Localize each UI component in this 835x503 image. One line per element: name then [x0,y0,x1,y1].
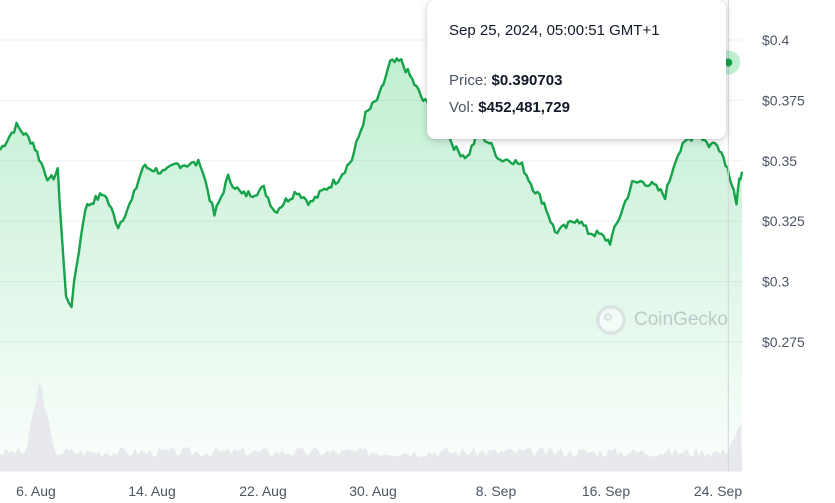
y-tick-label: $0.325 [762,213,805,229]
price-area-fill [0,58,742,472]
y-tick-label: $0.4 [762,32,789,48]
y-tick-label: $0.3 [762,274,789,290]
watermark-text: CoinGecko [634,309,728,330]
x-tick-label: 8. Sep [476,483,517,499]
coingecko-logo-icon [596,305,626,335]
x-tick-label: 30. Aug [349,483,397,499]
price-line [0,57,744,309]
price-line-path [0,57,744,309]
tooltip-vol-label: Vol: [449,99,475,116]
x-tick-label: 22. Aug [239,483,287,499]
volume-area [0,383,742,471]
y-tick-label: $0.375 [762,92,805,108]
hover-marker-dot [724,58,733,67]
tooltip-price-value: $0.390703 [491,72,563,89]
tooltip-price-row: Price: $0.390703 [449,67,704,94]
chart-tooltip: Sep 25, 2024, 05:00:51 GMT+1 Price: $0.3… [427,0,726,139]
y-axis: $0.4 $0.375 $0.35 $0.325 $0.3 $0.275 [762,32,805,350]
tooltip-vol-row: Vol: $452,481,729 [449,94,704,121]
y-tick-label: $0.275 [762,334,805,350]
y-tick-label: $0.35 [762,153,797,169]
coingecko-watermark: CoinGecko [594,302,728,338]
tooltip-vol-value: $452,481,729 [478,99,570,116]
x-tick-label: 16. Sep [582,483,630,499]
price-area [0,58,742,472]
x-tick-label: 6. Aug [16,483,56,499]
x-tick-label: 14. Aug [128,483,176,499]
tooltip-price-label: Price: [449,72,488,89]
x-tick-label: 24. Sep [694,483,742,499]
tooltip-date: Sep 25, 2024, 05:00:51 GMT+1 [449,22,660,39]
volume-fill [0,383,742,471]
x-axis: 6. Aug 14. Aug 22. Aug 30. Aug 8. Sep 16. Sep… [16,483,742,499]
